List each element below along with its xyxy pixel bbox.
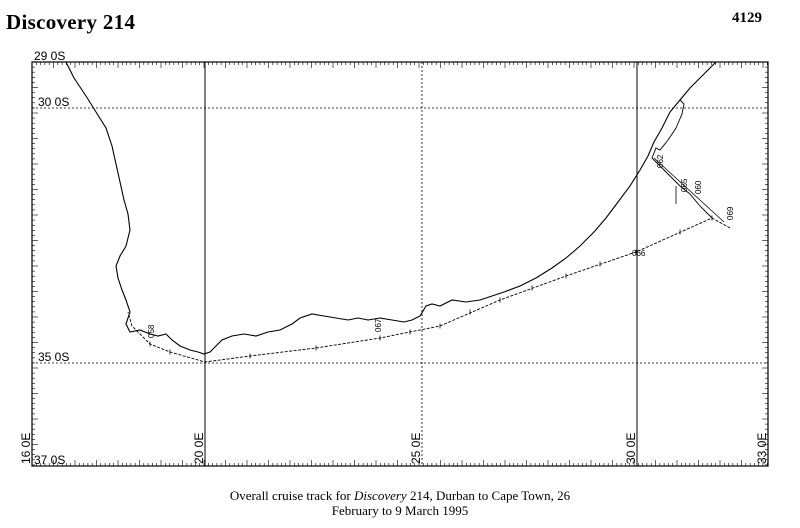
cruise-title: Discovery 214 bbox=[6, 10, 136, 34]
figure-caption: Overall cruise track for Discovery 214, … bbox=[180, 488, 620, 518]
lon-label-25e: 25 0E bbox=[409, 433, 423, 464]
lat-label-37s: 37 0S bbox=[34, 453, 65, 467]
frame-ticks bbox=[31, 61, 768, 466]
caption-line-1: Overall cruise track for Discovery 214, … bbox=[180, 488, 620, 503]
station-label: 058 bbox=[147, 324, 156, 338]
caption-line-2: February to 9 March 1995 bbox=[331, 503, 469, 518]
lon-label-16e: 16 0E bbox=[19, 433, 33, 464]
lon-label-30e: 30 0E bbox=[624, 433, 638, 464]
caption-suffix: 214, Durban to Cape Town, 26 bbox=[406, 488, 571, 503]
cruise-track-loop bbox=[651, 99, 713, 219]
station-label: 067 bbox=[374, 318, 383, 332]
lat-label-30s: 30 0S bbox=[38, 95, 69, 109]
station-label: 066 bbox=[632, 249, 646, 258]
caption-vessel: Discovery bbox=[353, 488, 407, 503]
lat-label-35s: 35 0S bbox=[38, 350, 69, 364]
caption-prefix: Overall cruise track for bbox=[229, 488, 354, 503]
graticule bbox=[32, 62, 768, 466]
track-ticks bbox=[149, 215, 713, 365]
station-label: 062 bbox=[656, 154, 665, 168]
coastline bbox=[65, 61, 717, 355]
page-number: 4129 bbox=[732, 10, 762, 26]
lon-label-20e: 20 0E bbox=[192, 433, 206, 464]
lon-label-33e: 33 0E bbox=[755, 433, 769, 464]
station-label: 069 bbox=[726, 206, 735, 220]
station-line bbox=[653, 157, 725, 223]
cruise-track bbox=[127, 217, 731, 363]
map-frame bbox=[31, 61, 769, 467]
lat-label-29s: 29 0S bbox=[34, 49, 65, 63]
station-label: 060 bbox=[694, 180, 703, 194]
station-label: 065 bbox=[680, 178, 689, 192]
